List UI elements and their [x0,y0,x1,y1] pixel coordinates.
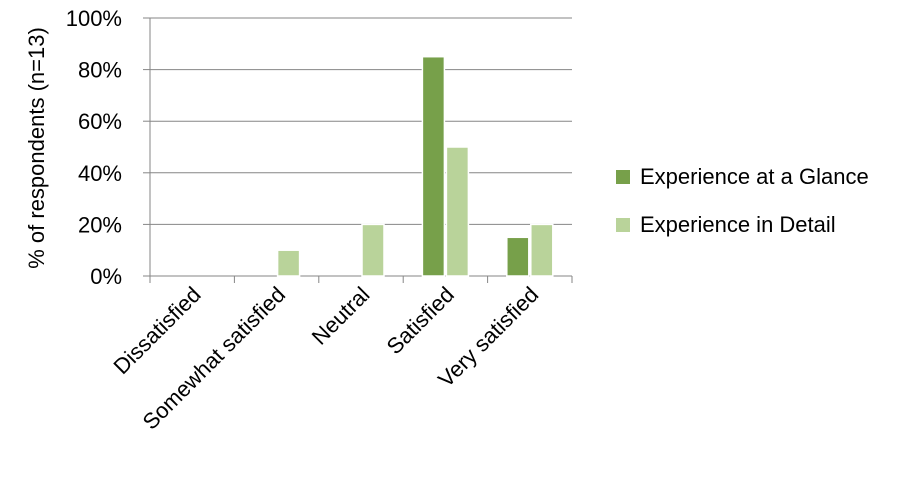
y-tick-label: 40% [78,161,122,186]
y-tick-label: 100% [66,6,122,31]
x-tick-label: Neutral [307,282,375,350]
legend-swatch-glance [616,170,630,184]
legend: Experience at a Glance Experience in Det… [612,160,897,256]
legend-item-glance: Experience at a Glance [612,160,897,194]
x-tick-label: Satisfied [382,282,459,359]
bars [276,55,554,277]
bar-detail-very-satisfied [530,223,554,277]
axes [143,17,573,283]
legend-label-glance: Experience at a Glance [640,164,869,189]
bar-detail-somewhat-satisfied [276,249,301,277]
y-tick-label: 80% [78,58,122,83]
legend-item-detail: Experience in Detail [612,208,897,242]
x-tick-label: Somewhat satisfied [138,282,291,435]
bar-glance-very-satisfied [506,236,530,277]
gridlines [150,17,572,225]
legend-swatch-detail [616,218,630,232]
y-tick-labels: 0% 20% 40% 60% 80% 100% [66,6,122,289]
y-axis-label: % of respondents (n=13) [24,27,49,269]
y-tick-label: 0% [90,264,122,289]
bar-glance-satisfied [421,55,446,277]
bar-detail-satisfied [445,146,470,277]
y-tick-label: 60% [78,109,122,134]
legend-label-detail: Experience in Detail [640,212,836,237]
y-tick-label: 20% [78,212,122,237]
bar-detail-neutral [361,223,385,277]
